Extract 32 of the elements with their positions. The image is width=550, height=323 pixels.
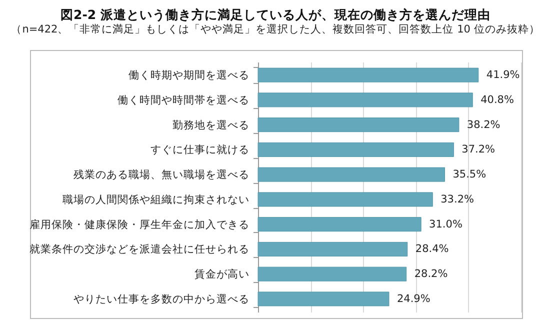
data-label: 40.8%: [480, 94, 514, 106]
y-tick-label: 就業条件の交渉などを派遣会社に任せられる: [30, 242, 250, 256]
y-tick-label: 残業のある職場、無い職場を選べる: [74, 168, 250, 182]
bar: [258, 167, 445, 182]
y-tick-label: 職場の人間関係や組織に拘束されない: [62, 192, 250, 206]
data-label: 31.0%: [429, 218, 462, 230]
chart-subtitle: （n=422、「非常に満足」もしくは「やや満足」を選択した人、複数回答可、回答数上位 10 位のみ抜粋）: [11, 22, 540, 36]
data-label: 41.9%: [486, 69, 520, 82]
data-label: 33.2%: [440, 193, 474, 206]
data-label: 28.2%: [414, 268, 448, 280]
bar: [258, 118, 460, 132]
bar: [258, 68, 479, 82]
y-tick-label: 賃金が高い: [194, 268, 250, 281]
y-tick-label: 勤務地を選べる: [172, 118, 250, 132]
bar: [258, 266, 407, 282]
y-tick-label: 働く時期や期間を選べる: [128, 68, 250, 82]
bar: [258, 142, 454, 157]
bar: [258, 217, 422, 232]
y-tick-label: 働く時間や時間帯を選べる: [118, 93, 250, 106]
y-tick-label: すぐに仕事に就ける: [150, 143, 250, 156]
bar: [258, 92, 473, 108]
bar: [258, 242, 408, 256]
bar: [258, 192, 433, 207]
data-label: 28.4%: [415, 243, 449, 256]
bar: [258, 292, 390, 306]
data-label: 35.5%: [452, 168, 486, 181]
data-label: 24.9%: [396, 292, 430, 305]
y-tick-label: 雇用保険・健康保険・厚生年金に加入できる: [30, 218, 250, 231]
data-label: 37.2%: [462, 144, 496, 156]
data-label: 38.2%: [466, 118, 500, 131]
chart-title: 図2-2 派遣という働き方に満足している人が、現在の働き方を選んだ理由: [60, 7, 490, 22]
y-tick-label: やりたい仕事を多数の中から選べる: [74, 292, 250, 306]
